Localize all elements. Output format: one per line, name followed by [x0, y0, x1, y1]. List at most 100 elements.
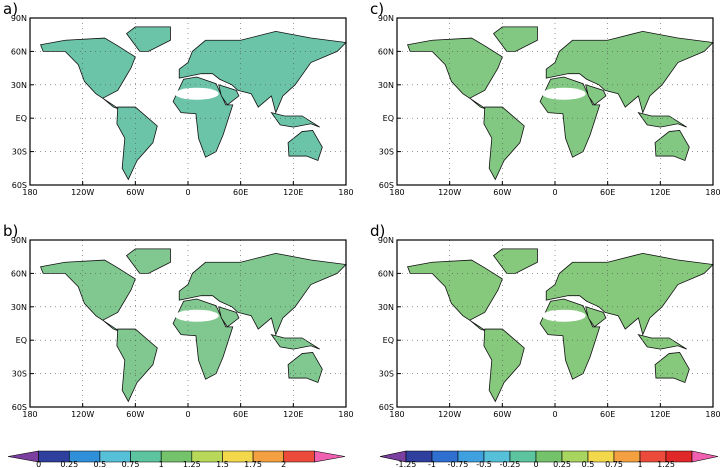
- colorbar-label: 1.25: [183, 460, 201, 468]
- lon-label: 0: [552, 410, 557, 419]
- color-swatch: [7, 450, 39, 463]
- continent: [125, 248, 171, 274]
- panel-label: d): [370, 222, 385, 240]
- lon-label: 180: [22, 188, 37, 197]
- lat-label: 30S: [12, 370, 27, 379]
- lon-label: 120E: [283, 188, 303, 197]
- panel-label: c): [370, 0, 384, 18]
- colorbar: -1.25 -1 -0.75 -0.5 -0.25 0 0.25 0.5 0.75 1 1.25: [379, 450, 719, 468]
- lon-label: 0: [185, 410, 190, 419]
- lat-label: 30N: [11, 81, 27, 90]
- lat-label: EQ: [16, 336, 27, 345]
- lon-label: 180: [22, 410, 37, 419]
- continent: [585, 84, 607, 106]
- lat-label: 90N: [378, 14, 394, 23]
- lon-label: 60W: [126, 188, 144, 197]
- continent: [116, 328, 158, 403]
- continent: [270, 333, 320, 350]
- lat-label: 60N: [378, 47, 394, 56]
- lon-label: 0: [552, 188, 557, 197]
- color-swatch: [283, 450, 315, 463]
- lat-label: 60N: [11, 47, 27, 56]
- lon-label: 180: [389, 188, 404, 197]
- lat-label: 60S: [12, 181, 27, 190]
- colorbar-label: 1: [159, 460, 164, 468]
- colorbar-label: -1: [428, 460, 436, 468]
- lat-label: EQ: [16, 114, 27, 123]
- continent: [654, 352, 690, 384]
- desert: [174, 309, 219, 322]
- colorbar-label: 0.25: [553, 460, 571, 468]
- colorbar-label: 1: [637, 460, 642, 468]
- map-frame: [396, 239, 714, 408]
- lon-label: 180: [705, 410, 720, 419]
- lat-label: 60S: [12, 403, 27, 412]
- colorbar-label: -0.75: [448, 460, 469, 468]
- map-frame: [396, 17, 714, 186]
- lon-label: 60W: [493, 188, 511, 197]
- colorbar-label: 0: [533, 460, 538, 468]
- lat-label: 30N: [11, 303, 27, 312]
- lat-label: 90N: [11, 236, 27, 245]
- lat-label: 30N: [378, 303, 394, 312]
- continent: [218, 84, 240, 106]
- continent: [637, 111, 687, 128]
- continent: [39, 37, 136, 110]
- continent: [406, 259, 503, 332]
- lon-label: 0: [185, 188, 190, 197]
- colorbar: 0 0.25 0.5 0.75 1 1.25 1.5 1.75 2: [7, 450, 346, 468]
- colorbar-label: 0.75: [605, 460, 623, 468]
- lon-label: 60W: [126, 410, 144, 419]
- colorbar-label: 2: [281, 460, 286, 468]
- map-frame: [29, 239, 347, 408]
- colorbar-label: 0.5: [582, 460, 595, 468]
- colorbar-label: 1.25: [657, 460, 675, 468]
- lat-label: EQ: [383, 336, 394, 345]
- map-frame: [29, 17, 347, 186]
- lon-label: 120W: [71, 188, 94, 197]
- lon-label: 120E: [283, 410, 303, 419]
- lon-label: 180: [705, 188, 720, 197]
- continent: [492, 248, 538, 274]
- continent: [39, 259, 136, 332]
- lon-label: 180: [389, 410, 404, 419]
- continent: [218, 306, 240, 328]
- continent: [406, 37, 503, 110]
- colorbar-label: 1.75: [244, 460, 262, 468]
- lat-label: 90N: [11, 14, 27, 23]
- continent: [125, 26, 171, 52]
- color-swatch: [314, 450, 346, 463]
- lon-label: 60E: [600, 410, 615, 419]
- lat-label: 30S: [379, 148, 394, 157]
- lat-label: EQ: [383, 114, 394, 123]
- desert: [174, 87, 219, 100]
- lon-label: 180: [338, 410, 353, 419]
- lat-label: 60S: [379, 181, 394, 190]
- continent: [270, 111, 320, 128]
- continent: [287, 352, 323, 384]
- colorbar-label: 1.5: [216, 460, 229, 468]
- desert: [541, 87, 586, 100]
- continent: [287, 130, 323, 162]
- colorbar-label: 0: [36, 460, 41, 468]
- continent: [585, 306, 607, 328]
- lon-label: 120E: [650, 410, 670, 419]
- lon-label: 120E: [650, 188, 670, 197]
- colorbar-label: 0.25: [60, 460, 78, 468]
- lon-label: 120W: [438, 188, 461, 197]
- continent: [637, 333, 687, 350]
- continent: [654, 130, 690, 162]
- lon-label: 120W: [71, 410, 94, 419]
- lat-label: 60N: [378, 269, 394, 278]
- colorbar-label: 0.5: [94, 460, 107, 468]
- lon-label: 180: [338, 188, 353, 197]
- lat-label: 30S: [379, 370, 394, 379]
- desert: [541, 309, 586, 322]
- colorbar-label: -0.25: [500, 460, 521, 468]
- colorbar-label: -0.5: [476, 460, 492, 468]
- continent: [492, 26, 538, 52]
